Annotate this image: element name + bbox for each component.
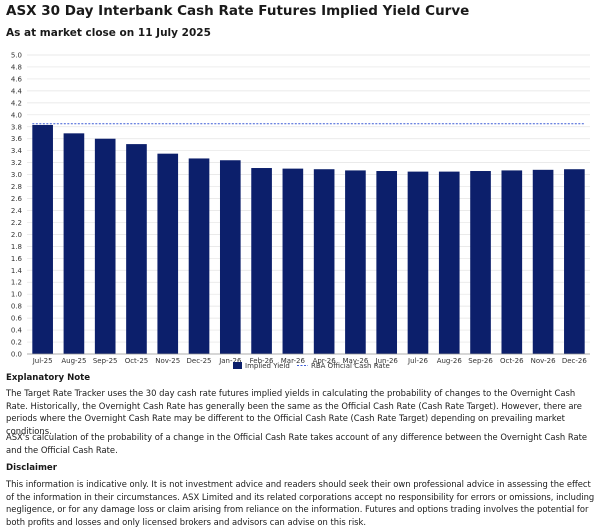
y-tick-label: 2.6: [11, 195, 23, 203]
y-tick-label: 1.2: [11, 279, 22, 287]
x-tick-label: Sep-25: [93, 357, 118, 365]
bar-jul-25: [32, 124, 53, 354]
y-tick-label: 0.4: [11, 327, 23, 335]
y-tick-label: 3.8: [11, 123, 22, 131]
bar-aug-25: [63, 133, 85, 354]
y-tick-label: 4.0: [11, 111, 22, 119]
y-tick-label: 0.6: [11, 315, 23, 323]
legend-label-implied-yield: Implied Yield: [245, 362, 290, 370]
bar-oct-25: [126, 144, 147, 354]
y-tick-label: 1.4: [11, 267, 23, 275]
implied-yield-chart: 0.0 0.2 0.4 0.6 0.8 1.0 1.2 1.4 1.6 1.8 2.0 2.2 2.4 2…: [11, 52, 590, 370]
x-tick-label: Jul-25: [32, 357, 53, 365]
x-tick-label: Aug-26: [437, 357, 463, 365]
x-tick-label: Nov-26: [531, 357, 556, 365]
y-tick-label: 4.4: [11, 87, 23, 95]
bar-dec-25: [188, 158, 210, 354]
explanatory-note-heading: Explanatory Note: [6, 373, 91, 383]
y-tick-label: 0.8: [11, 303, 22, 311]
x-tick-label: Oct-25: [125, 357, 149, 365]
bar-nov-25: [157, 153, 179, 354]
bar-feb-26: [251, 168, 272, 354]
x-tick-label: Jun-26: [375, 357, 399, 365]
explanatory-paragraph-2: ASX's calculation of the probability of …: [6, 432, 588, 455]
chart-subtitle: As at market close on 11 July 2025: [6, 27, 211, 39]
explanatory-paragraph-1: The Target Rate Tracker uses the 30 day …: [6, 388, 582, 436]
legend-swatch-implied-yield: [233, 362, 242, 369]
y-tick-label: 4.6: [11, 75, 23, 83]
y-tick-label: 4.2: [11, 99, 22, 107]
bars: [32, 124, 585, 354]
y-tick-label: 1.0: [11, 291, 22, 299]
x-tick-label: Feb-26: [250, 357, 274, 365]
y-tick-label: 3.0: [11, 171, 22, 179]
y-tick-label: 0.2: [11, 339, 22, 347]
bar-sep-26: [470, 171, 491, 354]
x-tick-label: Jul-26: [407, 357, 428, 365]
x-tick-label: Dec-26: [562, 357, 588, 365]
y-axis-ticks: 0.0 0.2 0.4 0.6 0.8 1.0 1.2 1.4 1.6 1.8 2.0 2.2 2.4 2…: [11, 52, 23, 359]
x-tick-label: Oct-26: [500, 357, 524, 365]
disclaimer-paragraph: This information is indicative only. It …: [6, 479, 595, 527]
disclaimer-heading: Disclaimer: [6, 463, 58, 473]
y-tick-label: 0.0: [11, 351, 22, 359]
y-tick-label: 1.6: [11, 255, 23, 263]
y-tick-label: 3.2: [11, 159, 22, 167]
y-tick-label: 4.8: [11, 63, 22, 71]
y-tick-label: 5.0: [11, 52, 22, 60]
y-tick-label: 2.0: [11, 231, 22, 239]
bar-apr-26: [313, 169, 335, 354]
bar-oct-26: [501, 170, 523, 354]
x-tick-label: Dec-25: [187, 357, 212, 365]
bar-jan-26: [219, 160, 241, 354]
y-tick-label: 1.8: [11, 243, 22, 251]
chart-legend: Implied Yield RBA Official Cash Rate: [233, 362, 390, 370]
bar-aug-26: [438, 171, 460, 354]
gridlines: [27, 54, 590, 355]
bar-nov-26: [532, 169, 554, 354]
chart-title: ASX 30 Day Interbank Cash Rate Futures I…: [6, 3, 470, 19]
y-tick-label: 3.4: [11, 147, 23, 155]
x-tick-label: Mar-26: [281, 357, 306, 365]
x-tick-label: Apr-26: [313, 357, 337, 365]
bar-dec-26: [564, 169, 585, 354]
y-tick-label: 3.6: [11, 135, 23, 143]
x-tick-label: Nov-25: [155, 357, 180, 365]
legend-label-rba-cash-rate: RBA Official Cash Rate: [311, 362, 390, 370]
x-tick-label: Sep-26: [468, 357, 493, 365]
y-tick-label: 2.2: [11, 219, 22, 227]
bar-jun-26: [376, 171, 398, 354]
x-tick-label: Jan-26: [218, 357, 242, 365]
bar-jul-26: [407, 171, 429, 354]
bar-may-26: [345, 170, 366, 354]
bar-sep-25: [94, 138, 116, 354]
x-axis-ticks: Jul-25 Aug-25 Sep-25 Oct-25 Nov-25 Dec-25 Jan-…: [32, 357, 588, 365]
x-tick-label: May-26: [343, 357, 369, 365]
bar-mar-26: [282, 168, 304, 354]
y-tick-label: 2.8: [11, 183, 22, 191]
y-tick-label: 2.4: [11, 207, 23, 215]
x-tick-label: Aug-25: [61, 357, 86, 365]
